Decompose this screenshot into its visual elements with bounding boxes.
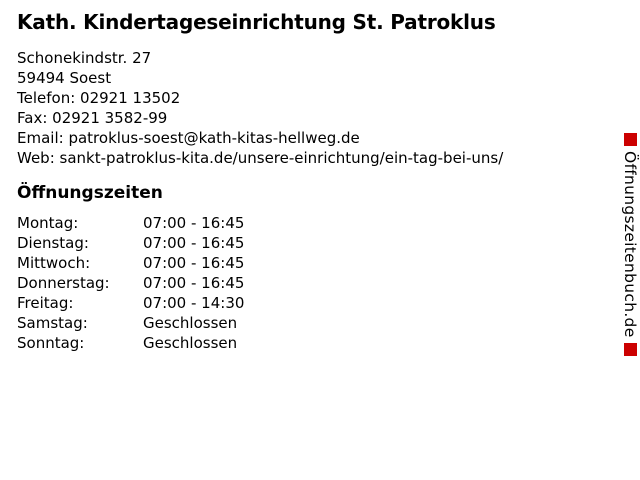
hours-row-tuesday: Dienstag: 07:00 - 16:45 bbox=[17, 233, 640, 253]
time-value: 07:00 - 16:45 bbox=[143, 254, 245, 272]
phone-value: 02921 13502 bbox=[80, 89, 181, 107]
fax-label: Fax: bbox=[17, 109, 48, 127]
time-value: 07:00 - 16:45 bbox=[143, 274, 245, 292]
street-line: Schonekindstr. 27 bbox=[17, 48, 640, 68]
hours-row-wednesday: Mittwoch: 07:00 - 16:45 bbox=[17, 253, 640, 273]
day-label: Mittwoch: bbox=[17, 254, 91, 272]
hours-row-monday: Montag: 07:00 - 16:45 bbox=[17, 213, 640, 233]
web-value: sankt-patroklus-kita.de/unsere-einrichtu… bbox=[59, 149, 504, 167]
day-label: Montag: bbox=[17, 214, 79, 232]
time-value: Geschlossen bbox=[143, 314, 238, 332]
watermark: Öffnungszeitenbuch.de bbox=[621, 133, 639, 356]
hours-row-thursday: Donnerstag: 07:00 - 16:45 bbox=[17, 273, 640, 293]
day-label: Donnerstag: bbox=[17, 274, 110, 292]
day-label: Freitag: bbox=[17, 294, 74, 312]
web-label: Web: bbox=[17, 149, 55, 167]
street-value: Schonekindstr. 27 bbox=[17, 49, 152, 67]
fax-value: 02921 3582-99 bbox=[52, 109, 168, 127]
watermark-square-top bbox=[623, 133, 637, 146]
email-value: patroklus-soest@kath-kitas-hellweg.de bbox=[68, 129, 360, 147]
time-value: Geschlossen bbox=[143, 334, 238, 352]
email-label: Email: bbox=[17, 129, 64, 147]
opening-hours-heading: Öffnungszeiten bbox=[17, 183, 163, 203]
day-label: Sonntag: bbox=[17, 334, 85, 352]
time-value: 07:00 - 14:30 bbox=[143, 294, 245, 312]
watermark-square-bottom bbox=[623, 342, 637, 356]
hours-row-sunday: Sonntag: Geschlossen bbox=[17, 333, 640, 353]
city-value: 59494 Soest bbox=[17, 69, 112, 87]
day-label: Dienstag: bbox=[17, 234, 89, 252]
time-value: 07:00 - 16:45 bbox=[143, 214, 245, 232]
day-label: Samstag: bbox=[17, 314, 88, 332]
fax-line: Fax: 02921 3582-99 bbox=[17, 108, 640, 128]
city-line: 59494 Soest bbox=[17, 68, 640, 88]
business-info-page: Kath. Kindertageseinrichtung St. Patrokl… bbox=[17, 10, 640, 353]
phone-label: Telefon: bbox=[17, 89, 76, 107]
hours-row-friday: Freitag: 07:00 - 14:30 bbox=[17, 293, 640, 313]
phone-line: Telefon: 02921 13502 bbox=[17, 88, 640, 108]
hours-row-saturday: Samstag: Geschlossen bbox=[17, 313, 640, 333]
page-title: Kath. Kindertageseinrichtung St. Patrokl… bbox=[17, 10, 496, 34]
email-line: Email: patroklus-soest@kath-kitas-hellwe… bbox=[17, 128, 640, 148]
web-line: Web: sankt-patroklus-kita.de/unsere-einr… bbox=[17, 148, 640, 168]
watermark-site-label: Öffnungszeitenbuch.de bbox=[621, 151, 639, 338]
opening-hours-table: Montag: 07:00 - 16:45 Dienstag: 07:00 - 16… bbox=[17, 213, 640, 353]
time-value: 07:00 - 16:45 bbox=[143, 234, 245, 252]
contact-info: Schonekindstr. 27 59494 Soest Telefon: 0… bbox=[17, 48, 640, 168]
